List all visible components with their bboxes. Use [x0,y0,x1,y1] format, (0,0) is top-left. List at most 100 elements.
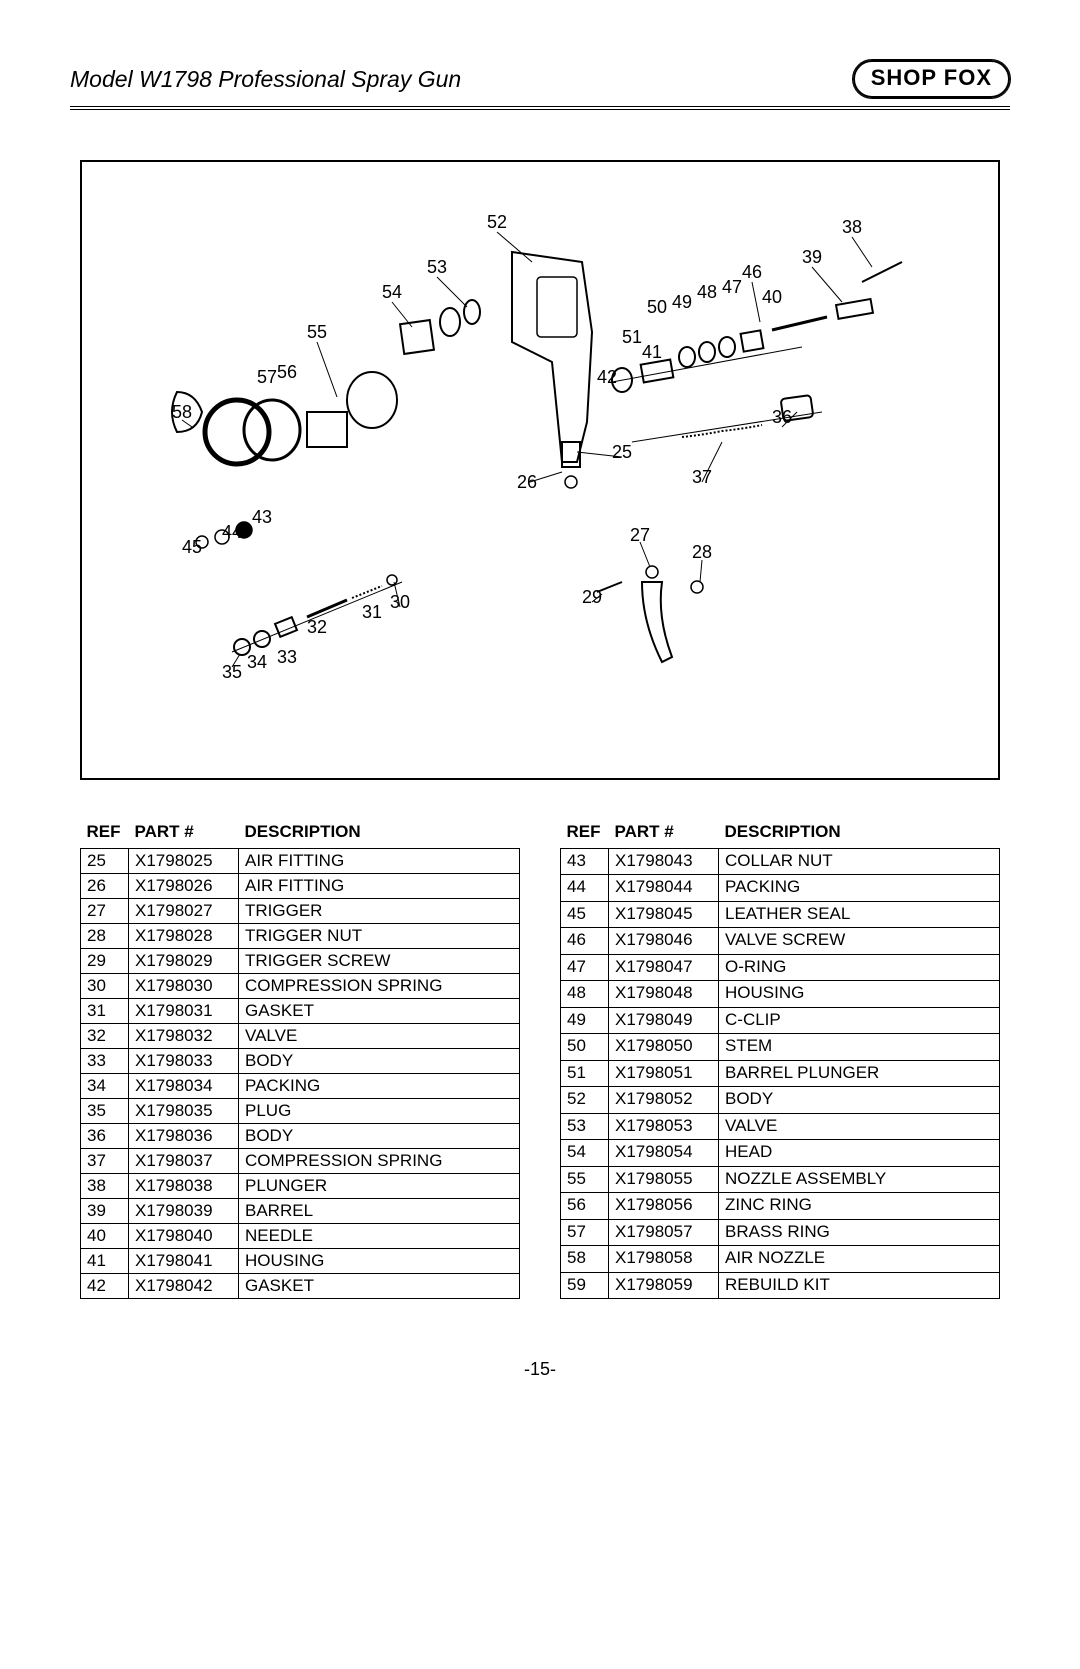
cell-ref: 59 [561,1272,609,1299]
cell-part: X1798029 [129,949,239,974]
parts-tables: REF PART # DESCRIPTION 25X1798025AIR FIT… [80,820,1000,1299]
table-row: 45X1798045LEATHER SEAL [561,901,1000,927]
cell-part: X1798033 [129,1049,239,1074]
cell-desc: VALVE [239,1024,520,1049]
col-ref-header: REF [81,820,129,849]
cell-part: X1798047 [609,954,719,980]
cell-part: X1798045 [609,901,719,927]
table-row: 58X1798058AIR NOZZLE [561,1246,1000,1272]
table-row: 25X1798025AIR FITTING [81,849,520,874]
cell-desc: BRASS RING [719,1219,1000,1245]
cell-ref: 58 [561,1246,609,1272]
cell-part: X1798039 [129,1199,239,1224]
diagram-callout: 37 [692,467,712,488]
cell-ref: 51 [561,1060,609,1086]
col-part-header: PART # [129,820,239,849]
cell-desc: PLUG [239,1099,520,1124]
cell-part: X1798030 [129,974,239,999]
cell-ref: 28 [81,924,129,949]
diagram-callout: 44 [222,522,242,543]
cell-desc: BODY [239,1049,520,1074]
diagram-callout: 39 [802,247,822,268]
diagram-callout: 32 [307,617,327,638]
cell-part: X1798034 [129,1074,239,1099]
table-row: 44X1798044PACKING [561,875,1000,901]
table-row: 50X1798050STEM [561,1034,1000,1060]
cell-ref: 27 [81,899,129,924]
diagram-callout: 49 [672,292,692,313]
cell-ref: 45 [561,901,609,927]
table-row: 54X1798054HEAD [561,1140,1000,1166]
table-row: 46X1798046VALVE SCREW [561,928,1000,954]
cell-part: X1798032 [129,1024,239,1049]
cell-part: X1798027 [129,899,239,924]
table-row: 53X1798053VALVE [561,1113,1000,1139]
cell-desc: HEAD [719,1140,1000,1166]
cell-ref: 46 [561,928,609,954]
diagram-callout: 50 [647,297,667,318]
cell-desc: TRIGGER [239,899,520,924]
cell-desc: BARREL PLUNGER [719,1060,1000,1086]
cell-part: X1798057 [609,1219,719,1245]
table-row: 33X1798033BODY [81,1049,520,1074]
parts-table-right: REF PART # DESCRIPTION 43X1798043COLLAR … [560,820,1000,1299]
table-row: 30X1798030COMPRESSION SPRING [81,974,520,999]
cell-desc: COLLAR NUT [719,849,1000,875]
diagram-callout: 45 [182,537,202,558]
diagram-callout: 27 [630,525,650,546]
diagram-callout: 43 [252,507,272,528]
cell-ref: 31 [81,999,129,1024]
table-row: 49X1798049C-CLIP [561,1007,1000,1033]
cell-ref: 29 [81,949,129,974]
diagram-callout: 56 [277,362,297,383]
cell-part: X1798037 [129,1149,239,1174]
table-row: 40X1798040NEEDLE [81,1224,520,1249]
diagram-callout: 54 [382,282,402,303]
cell-desc: AIR FITTING [239,849,520,874]
diagram-callout: 57 [257,367,277,388]
header-divider [70,106,1010,110]
cell-ref: 33 [81,1049,129,1074]
cell-part: X1798036 [129,1124,239,1149]
cell-desc: O-RING [719,954,1000,980]
cell-part: X1798055 [609,1166,719,1192]
table-row: 47X1798047O-RING [561,954,1000,980]
cell-part: X1798038 [129,1174,239,1199]
table-row: 59X1798059REBUILD KIT [561,1272,1000,1299]
table-row: 34X1798034PACKING [81,1074,520,1099]
cell-desc: LEATHER SEAL [719,901,1000,927]
cell-ref: 54 [561,1140,609,1166]
diagram-callout: 51 [622,327,642,348]
diagram-callout: 33 [277,647,297,668]
cell-ref: 30 [81,974,129,999]
table-row: 48X1798048HOUSING [561,981,1000,1007]
table-row: 51X1798051BARREL PLUNGER [561,1060,1000,1086]
diagram-callout: 29 [582,587,602,608]
table-row: 42X1798042GASKET [81,1274,520,1299]
table-row: 26X1798026AIR FITTING [81,874,520,899]
cell-ref: 42 [81,1274,129,1299]
cell-ref: 44 [561,875,609,901]
cell-desc: AIR FITTING [239,874,520,899]
cell-desc: NEEDLE [239,1224,520,1249]
table-row: 36X1798036BODY [81,1124,520,1149]
table-row: 29X1798029TRIGGER SCREW [81,949,520,974]
cell-desc: HOUSING [239,1249,520,1274]
diagram-callout: 58 [172,402,192,423]
cell-part: X1798051 [609,1060,719,1086]
cell-ref: 25 [81,849,129,874]
parts-table-left: REF PART # DESCRIPTION 25X1798025AIR FIT… [80,820,520,1299]
page-header: Model W1798 Professional Spray Gun SHOP … [70,60,1010,98]
cell-ref: 40 [81,1224,129,1249]
cell-desc: PACKING [239,1074,520,1099]
cell-ref: 57 [561,1219,609,1245]
diagram-callout: 46 [742,262,762,283]
diagram-callout: 42 [597,367,617,388]
diagram-callout: 34 [247,652,267,673]
cell-ref: 49 [561,1007,609,1033]
cell-desc: GASKET [239,999,520,1024]
cell-ref: 34 [81,1074,129,1099]
table-row: 39X1798039BARREL [81,1199,520,1224]
cell-part: X1798048 [609,981,719,1007]
cell-ref: 48 [561,981,609,1007]
